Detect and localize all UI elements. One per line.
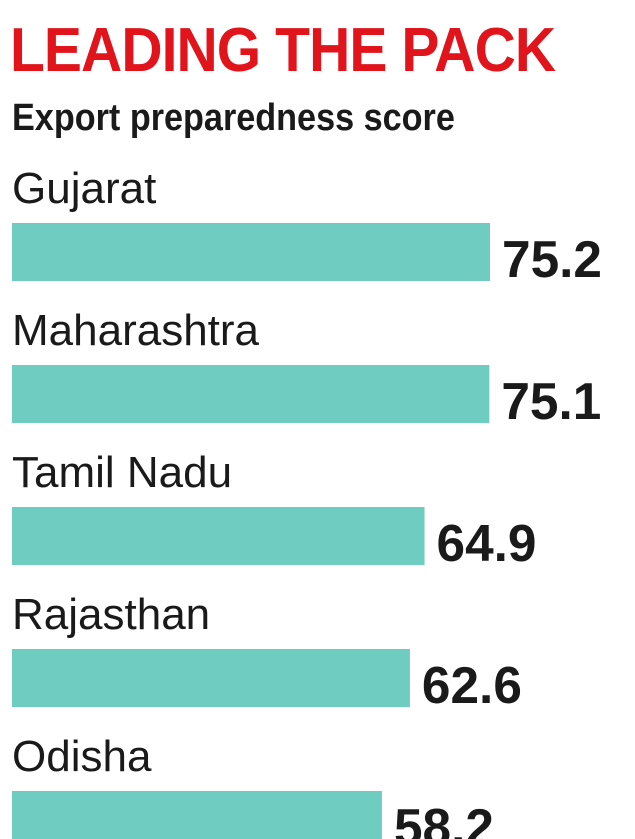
category-label-maharashtra: Maharashtra [12, 306, 260, 355]
value-label-gujarat: 75.2 [502, 231, 602, 289]
value-label-odisha: 58.2 [394, 799, 494, 839]
chart-subtitle: Export preparedness score [12, 97, 455, 139]
bar-rajasthan [12, 649, 410, 707]
category-label-tamil-nadu: Tamil Nadu [12, 448, 232, 497]
category-label-gujarat: Gujarat [12, 164, 156, 213]
bar-odisha [12, 791, 382, 839]
category-label-rajasthan: Rajasthan [12, 590, 210, 639]
bar-tamil-nadu [12, 507, 425, 565]
bar-gujarat [12, 223, 490, 281]
value-label-tamil-nadu: 64.9 [437, 515, 537, 573]
chart-title: LEADING THE PACK [10, 16, 556, 85]
value-label-rajasthan: 62.6 [422, 657, 522, 715]
bar-maharashtra [12, 365, 490, 423]
value-label-maharashtra: 75.1 [501, 373, 601, 431]
category-label-odisha: Odisha [12, 732, 152, 781]
